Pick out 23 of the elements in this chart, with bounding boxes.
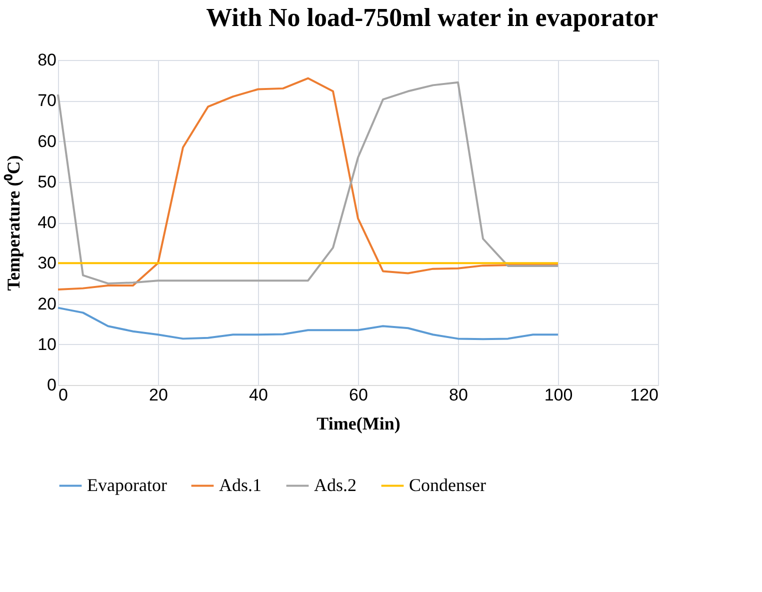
- y-tick-label: 60: [38, 132, 56, 151]
- y-tick-label: 20: [38, 294, 56, 314]
- x-axis-title: Time(Min): [316, 414, 400, 434]
- legend-label: Evaporator: [87, 474, 167, 495]
- x-tick-label: 80: [449, 386, 468, 404]
- legend-label: Ads.2: [314, 474, 357, 495]
- y-tick-label: 40: [38, 213, 56, 232]
- y-tick-label: 80: [38, 50, 56, 70]
- y-axis-title: Temperature (⁰C): [4, 155, 24, 291]
- x-tick-label: 20: [149, 386, 168, 404]
- x-tick-label: 40: [249, 386, 268, 404]
- x-tick-label: 120: [630, 386, 658, 404]
- y-tick-label: 70: [38, 91, 56, 110]
- legend-label: Ads.1: [219, 474, 262, 495]
- y-tick-label: 50: [38, 172, 56, 192]
- line-series: [57, 306, 559, 340]
- x-tick-label: 0: [58, 386, 68, 404]
- y-tick-label: 30: [38, 254, 56, 273]
- x-tick-label: 100: [544, 386, 573, 404]
- legend-label: Condenser: [409, 474, 486, 495]
- chart-title: With No load-750ml water in evaporator: [206, 3, 658, 32]
- x-tick-label: 60: [349, 386, 368, 404]
- y-tick-label: 10: [38, 334, 56, 354]
